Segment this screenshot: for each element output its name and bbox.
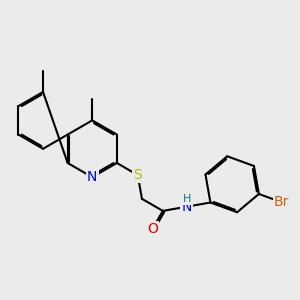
Text: O: O	[147, 222, 158, 236]
Text: H: H	[182, 194, 191, 204]
Text: S: S	[134, 168, 142, 182]
Text: N: N	[182, 200, 192, 214]
Text: N: N	[87, 170, 98, 184]
Text: Br: Br	[274, 195, 289, 209]
